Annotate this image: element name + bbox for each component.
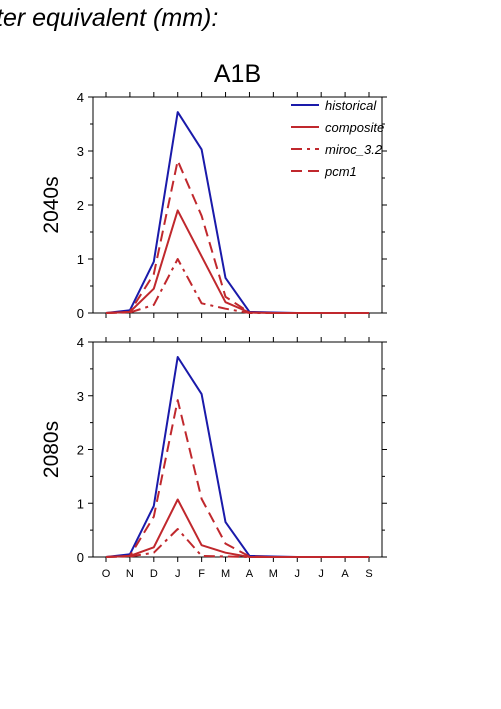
figure-header: ter equivalent (mm):: [0, 0, 501, 40]
x-tick-label: A: [246, 568, 254, 580]
series-line-composite: [105, 209, 369, 314]
panel-title: A1B: [214, 60, 261, 88]
series-line-composite: [105, 498, 369, 558]
legend-label: composite: [325, 120, 384, 135]
x-tick-label: S: [365, 568, 372, 580]
y-tick-label: 0: [77, 306, 84, 321]
y-tick-label: 1: [77, 496, 84, 511]
x-tick-label: A: [341, 568, 349, 580]
figure-title: ter equivalent (mm):: [0, 4, 219, 32]
y-tick-label: 4: [77, 335, 84, 350]
legend-label: historical: [325, 98, 377, 113]
y-tick-label: 2: [77, 443, 84, 458]
x-tick-label: O: [102, 568, 111, 580]
plot-frame: [92, 341, 383, 558]
y-tick-label: 4: [77, 90, 84, 105]
row-label: 2040s: [40, 176, 63, 233]
y-tick-label: 3: [77, 144, 84, 159]
x-tick-label: J: [318, 568, 324, 580]
row-label: 2080s: [40, 421, 63, 478]
series-line-historical: [105, 356, 369, 558]
x-tick-label: M: [221, 568, 230, 580]
y-tick-label: 0: [77, 550, 84, 565]
series-line-pcm1: [105, 159, 369, 314]
x-tick-label: F: [198, 568, 205, 580]
x-tick-label: N: [126, 568, 134, 580]
x-tick-label: D: [150, 568, 158, 580]
y-tick-label: 1: [77, 252, 84, 267]
series-line-miroc-3-2: [105, 528, 369, 558]
series-line-pcm1: [105, 399, 369, 558]
legend-label: miroc_3.2: [325, 142, 383, 157]
y-tick-label: 3: [77, 389, 84, 404]
y-tick-label: 2: [77, 198, 84, 213]
x-tick-label: M: [269, 568, 278, 580]
x-tick-label: J: [295, 568, 301, 580]
legend-label: pcm1: [324, 164, 357, 179]
x-tick-label: J: [175, 568, 181, 580]
